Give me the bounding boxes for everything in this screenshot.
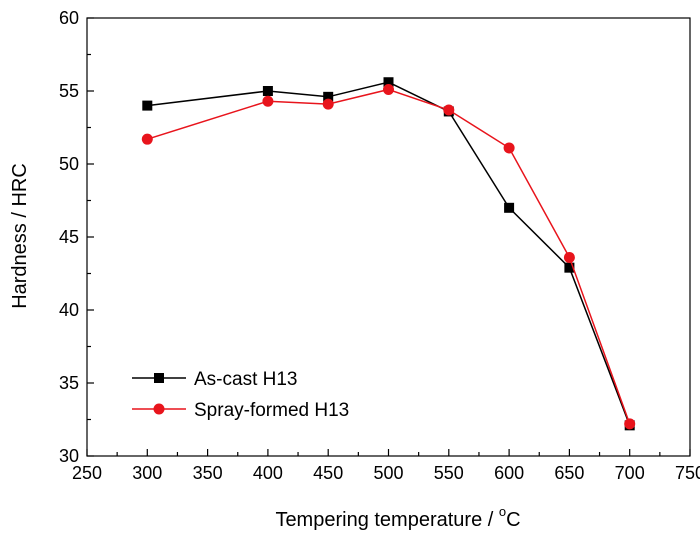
data-point: [564, 262, 575, 273]
x-axis-label: Tempering temperature / oC: [275, 504, 520, 531]
y-axis-label: Hardness / HRC: [9, 163, 31, 309]
x-tick-label: 600: [494, 463, 524, 483]
x-tick-label: 700: [615, 463, 645, 483]
y-tick-label: 60: [59, 8, 79, 28]
x-tick-label: 350: [193, 463, 223, 483]
series-2: [141, 84, 636, 430]
y-tick-label: 35: [59, 373, 79, 393]
x-tick-label: 450: [313, 463, 343, 483]
legend-item-2: Spray-formed H13: [132, 400, 349, 421]
legend-marker: [154, 373, 164, 383]
data-point: [262, 86, 273, 96]
y-tick-label: 55: [59, 81, 79, 101]
y-tick-label: 30: [59, 446, 79, 466]
legend-item-1: As-cast H13: [132, 369, 297, 390]
x-tick-label: 300: [132, 463, 162, 483]
data-point: [443, 104, 455, 116]
data-point: [142, 100, 153, 111]
x-tick-label: 500: [373, 463, 403, 483]
series-group: [141, 77, 636, 431]
legend-label: As-cast H13: [194, 369, 297, 390]
x-tick-label: 650: [554, 463, 584, 483]
series-line: [147, 88, 631, 425]
data-point: [322, 98, 334, 110]
y-tick-label: 45: [59, 227, 79, 247]
axis-ticks: 250 300 350 400 450 500 550 600 650 700 750 30 35 40 4…: [59, 8, 700, 483]
x-tick-label: 750: [675, 463, 700, 483]
x-tick-label: 250: [72, 463, 102, 483]
x-tick-label: 550: [434, 463, 464, 483]
legend-marker: [153, 403, 165, 415]
data-point: [504, 202, 515, 213]
data-point: [383, 77, 394, 88]
data-point: [503, 142, 515, 154]
legend-label: Spray-formed H13: [194, 400, 349, 421]
data-point: [141, 133, 153, 145]
data-point: [383, 84, 394, 96]
legend: As-cast H13 Spray-formed H13: [132, 369, 349, 421]
data-point: [262, 95, 274, 107]
data-point: [563, 251, 575, 263]
data-point: [624, 418, 636, 430]
x-tick-label: 400: [253, 463, 283, 483]
y-tick-label: 40: [59, 300, 79, 320]
data-point: [323, 91, 334, 102]
y-tick-label: 50: [59, 154, 79, 174]
series-line: [147, 81, 631, 426]
